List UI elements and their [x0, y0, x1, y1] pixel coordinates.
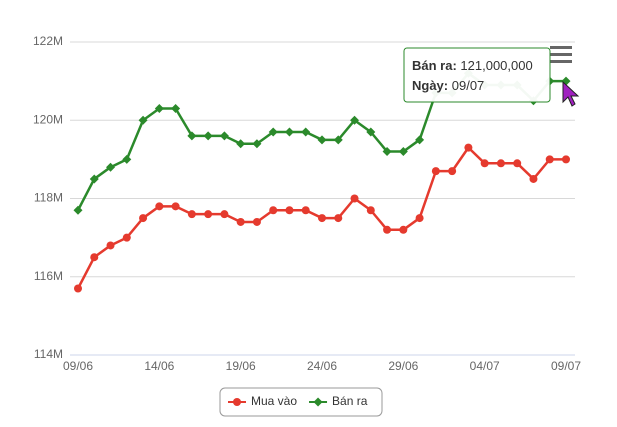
- point: [90, 253, 99, 262]
- legend-label: Bán ra: [332, 394, 368, 408]
- tooltip-name: Bán ra:: [412, 58, 457, 73]
- x-tick-label: 04/07: [470, 359, 500, 373]
- point: [529, 174, 538, 183]
- point: [252, 139, 262, 149]
- point: [252, 217, 261, 226]
- menu-bar: [550, 46, 572, 49]
- tooltip-line: Bán ra: 121,000,000: [412, 58, 533, 73]
- point: [464, 143, 473, 152]
- legend: Mua vào Bán ra: [219, 387, 383, 417]
- point: [89, 174, 99, 184]
- point: [301, 127, 311, 137]
- x-tick-label: 24/06: [307, 359, 337, 373]
- point: [187, 131, 197, 141]
- point: [398, 147, 408, 157]
- tooltip: Bán ra: 121,000,000 Ngày: 09/07: [403, 47, 551, 103]
- point: [284, 127, 294, 137]
- point: [268, 127, 278, 137]
- point: [139, 214, 148, 223]
- point: [155, 202, 164, 211]
- point: [334, 214, 343, 223]
- point: [220, 210, 229, 219]
- point: [562, 155, 570, 164]
- legend-label: Mua vào: [251, 394, 297, 408]
- point: [122, 233, 131, 242]
- tooltip-line: Ngày: 09/07: [412, 78, 484, 93]
- point: [236, 217, 245, 226]
- cursor: [562, 80, 580, 107]
- point: [219, 131, 229, 141]
- point: [171, 202, 180, 211]
- point: [415, 135, 425, 145]
- point: [154, 104, 164, 114]
- point: [448, 167, 457, 176]
- legend-marker: [233, 398, 241, 406]
- menu-button[interactable]: [550, 46, 572, 63]
- y-tick-label: 114M: [34, 347, 63, 361]
- point: [122, 154, 132, 164]
- point: [106, 162, 116, 172]
- point: [171, 104, 181, 114]
- point: [350, 194, 359, 203]
- point: [513, 159, 522, 168]
- point: [301, 206, 310, 215]
- point: [366, 127, 376, 137]
- x-tick-label: 09/07: [551, 359, 581, 373]
- tooltip-box: [403, 47, 551, 103]
- y-tick-label: 120M: [33, 112, 63, 126]
- point: [285, 206, 294, 215]
- point: [203, 131, 213, 141]
- point: [187, 210, 196, 219]
- tooltip-date-label: Ngày:: [412, 78, 448, 93]
- x-tick-label: 19/06: [226, 359, 256, 373]
- tooltip-value: 121,000,000: [460, 58, 532, 73]
- point: [383, 225, 392, 234]
- point: [204, 210, 213, 219]
- point: [269, 206, 278, 215]
- point: [73, 205, 83, 215]
- point: [399, 225, 408, 234]
- menu-bar: [550, 53, 572, 56]
- x-tick-label: 14/06: [144, 359, 174, 373]
- legend-box: [219, 387, 383, 417]
- tooltip-date: 09/07: [452, 78, 485, 93]
- point: [106, 241, 115, 250]
- point: [333, 135, 343, 145]
- point: [431, 167, 440, 176]
- point: [350, 115, 360, 125]
- y-tick-label: 118M: [34, 191, 63, 205]
- legend-marker: [313, 397, 323, 407]
- point: [496, 159, 505, 168]
- y-tick-label: 122M: [33, 34, 63, 48]
- menu-bar: [550, 60, 572, 63]
- y-tick-label: 116M: [34, 269, 63, 283]
- x-tick-label: 09/06: [63, 359, 93, 373]
- point: [415, 214, 424, 223]
- x-tick-label: 29/06: [388, 359, 418, 373]
- point: [236, 139, 246, 149]
- point: [317, 135, 327, 145]
- point: [74, 284, 82, 293]
- point: [138, 115, 148, 125]
- point: [545, 155, 554, 164]
- point: [318, 214, 326, 223]
- point: [366, 206, 375, 215]
- point: [382, 147, 392, 157]
- point: [480, 159, 489, 168]
